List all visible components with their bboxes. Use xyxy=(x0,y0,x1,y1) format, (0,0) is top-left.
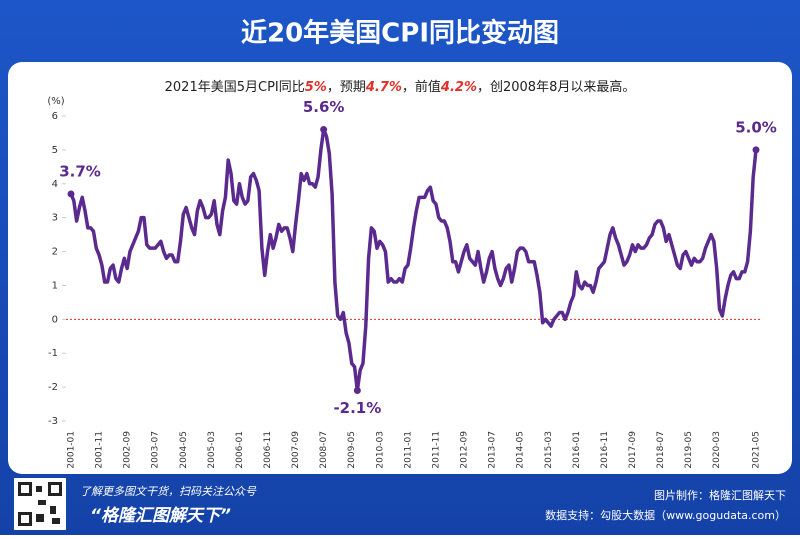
x-tick-label: 2002-09 xyxy=(123,431,133,469)
chart-title: 近20年美国CPI同比变动图 xyxy=(241,18,559,49)
y-tick-label: 3 xyxy=(52,213,58,224)
x-tick-label: 2004-05 xyxy=(179,431,189,469)
y-tick-label: 6 xyxy=(52,111,58,122)
y-tick-label: 5 xyxy=(52,145,58,156)
subtitle-part: ，前值 xyxy=(402,79,441,95)
x-tick-label: 2008-07 xyxy=(319,431,329,469)
y-tick-label: -1 xyxy=(48,348,58,359)
subtitle-part: 2021年美国5月CPI同比 xyxy=(165,80,305,95)
label-point xyxy=(67,190,75,198)
x-tick-label: 2006-01 xyxy=(235,431,245,469)
brand: “格隆汇图解天下” xyxy=(90,506,231,526)
x-tick-label: 2011-01 xyxy=(403,431,413,469)
x-tick-label: 2005-03 xyxy=(207,431,217,469)
y-unit: (%) xyxy=(47,96,64,107)
y-tick-label: -3 xyxy=(48,416,58,427)
subtitle-part: ，预期 xyxy=(327,80,366,95)
x-tick-label: 2018-07 xyxy=(656,431,666,469)
subtitle-highlight: 4.7% xyxy=(365,80,402,95)
x-tick-label: 2001-11 xyxy=(95,431,105,469)
x-tick-label: 2011-11 xyxy=(431,431,441,469)
y-tick-label: 0 xyxy=(52,314,58,325)
x-tick-label: 2021-05 xyxy=(752,431,762,469)
x-tick-label: 2017-09 xyxy=(628,431,638,469)
x-tick-label: 2006-11 xyxy=(263,431,273,469)
label-point xyxy=(353,387,361,394)
y-tick-label: 4 xyxy=(52,179,58,190)
subtitle-highlight: 5% xyxy=(305,80,327,95)
subtitle: 2021年美国5月CPI同比5%，预期4.7%，前值4.2%，创2008年8月以… xyxy=(165,79,636,95)
value-label: 5.6% xyxy=(303,98,345,116)
y-tick-label: -2 xyxy=(48,382,58,393)
label-point xyxy=(752,146,760,154)
x-tick-label: 2003-07 xyxy=(151,431,161,469)
x-tick-label: 2010-03 xyxy=(375,431,385,469)
qr-caption: 了解更多图文干货，扫码关注公众号 xyxy=(80,485,257,498)
x-tick-label: 2001-01 xyxy=(67,431,77,469)
value-label: -2.1% xyxy=(333,399,381,417)
x-tick-label: 2016-01 xyxy=(572,431,582,469)
x-tick-label: 2016-11 xyxy=(600,431,610,469)
y-tick-label: 1 xyxy=(52,280,58,291)
x-tick-label: 2013-07 xyxy=(488,431,498,469)
qr-code xyxy=(14,478,66,530)
value-label: 3.7% xyxy=(59,162,101,180)
y-tick-label: 2 xyxy=(52,247,58,258)
value-label: 5.0% xyxy=(735,118,777,136)
source: 数据支持：勾股大数据（www.gogudata.com） xyxy=(545,508,786,522)
x-tick-label: 2012-09 xyxy=(460,431,470,469)
x-tick-label: 2015-03 xyxy=(544,431,554,469)
maker: 图片制作：格隆汇图解天下 xyxy=(654,488,786,502)
subtitle-highlight: 4.2% xyxy=(440,80,477,95)
x-tick-label: 2014-05 xyxy=(516,431,526,469)
label-point xyxy=(320,126,328,134)
x-tick-label: 2019-05 xyxy=(684,431,694,469)
x-tick-label: 2007-09 xyxy=(291,431,301,469)
x-tick-label: 2020-03 xyxy=(712,431,722,469)
panel xyxy=(8,62,792,474)
subtitle-part: ，创2008年8月以来最高。 xyxy=(477,79,635,95)
cpi-line xyxy=(69,127,758,393)
x-tick-label: 2009-05 xyxy=(347,431,357,469)
